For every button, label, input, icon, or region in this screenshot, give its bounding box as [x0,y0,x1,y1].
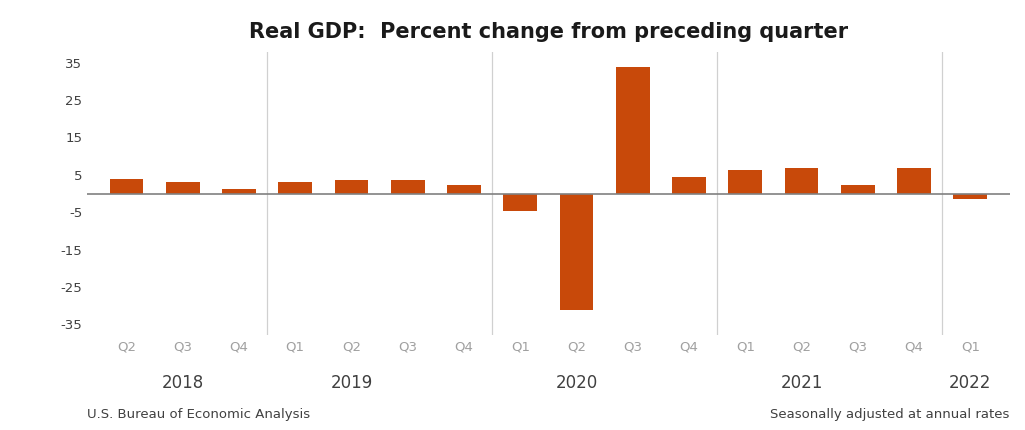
Bar [391,181,424,194]
Bar [110,179,144,194]
Bar [334,181,368,194]
Title: Real GDP:  Percent change from preceding quarter: Real GDP: Percent change from preceding … [249,22,848,42]
Bar [672,177,706,194]
Text: U.S. Bureau of Economic Analysis: U.S. Bureau of Economic Analysis [87,408,311,421]
Text: 2021: 2021 [780,374,823,392]
Bar [729,170,763,194]
Bar [279,182,313,194]
Bar [222,189,256,194]
Bar [840,185,874,194]
Bar [560,194,593,310]
Bar [616,67,650,194]
Text: 2019: 2019 [330,374,373,392]
Text: 2022: 2022 [949,374,991,392]
Text: 2018: 2018 [162,374,204,392]
Bar [166,182,200,194]
Bar [897,168,931,194]
Text: Seasonally adjusted at annual rates: Seasonally adjusted at annual rates [770,408,1010,421]
Bar [503,194,537,212]
Bar [784,169,818,194]
Text: 2020: 2020 [556,374,598,392]
Bar [447,184,481,194]
Bar [953,194,987,199]
